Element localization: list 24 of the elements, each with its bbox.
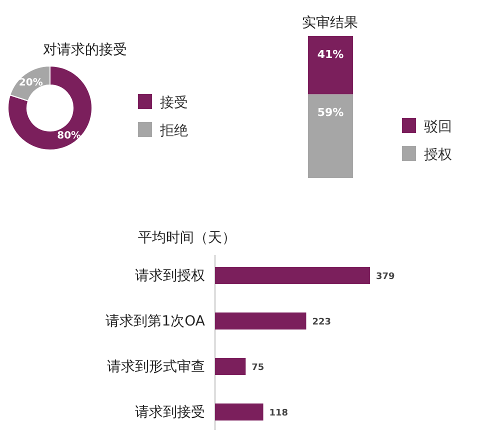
- chart-title: 实审结果: [302, 15, 358, 31]
- y-tick-label: 请求到授权: [135, 268, 205, 284]
- legend-label: 驳回: [424, 119, 452, 135]
- data-label: 80%: [57, 130, 82, 142]
- bar: [215, 358, 246, 375]
- y-tick-label: 请求到接受: [135, 404, 205, 420]
- bar: [215, 267, 370, 284]
- donut-slice: [8, 66, 92, 150]
- data-label: 118: [269, 408, 288, 418]
- data-label: 59%: [317, 106, 344, 120]
- bar: [215, 312, 306, 330]
- legend-label: 接受: [160, 95, 188, 111]
- y-tick-label: 请求到形式审查: [107, 359, 205, 375]
- data-label: 41%: [317, 48, 344, 61]
- legend-label: 授权: [424, 147, 452, 163]
- data-label: 75: [252, 363, 264, 373]
- bar: [215, 404, 264, 420]
- data-label: 20%: [18, 78, 43, 89]
- chart-title: 对请求的接受: [43, 42, 127, 58]
- y-tick-label: 请求到第1次OA: [106, 314, 206, 330]
- data-label: 379: [376, 272, 395, 282]
- legend-label: 拒绝: [159, 123, 188, 139]
- data-label: 223: [312, 318, 331, 328]
- chart-title: 平均时间（天）: [138, 230, 236, 246]
